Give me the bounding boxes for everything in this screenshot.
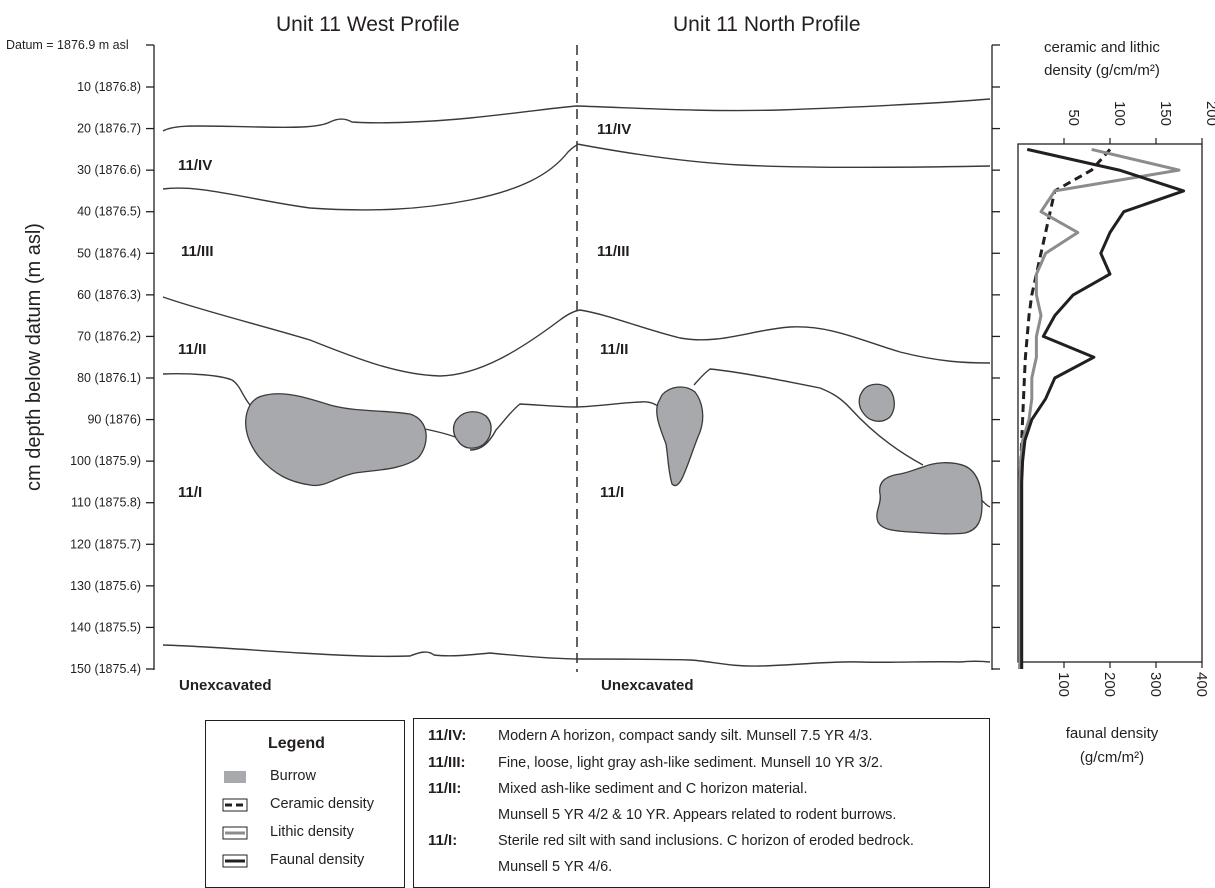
left-tick-label: 30 (1876.6): [77, 163, 141, 177]
bottom-axis-label-line2: (g/cm/m²): [1080, 749, 1144, 766]
ceramic-density-line: [1018, 148, 1112, 669]
north-unit-iv-label: 11/IV: [597, 121, 631, 138]
bottom-tick-label: 100: [1055, 672, 1072, 697]
desc-text-iv: Modern A horizon, compact sandy silt. Mu…: [498, 728, 873, 744]
left-depth-ticks: 10 (1876.8) 20 (1876.7) 30 (1876.6) 40 (187…: [70, 44, 154, 676]
lithic-density-line: [1018, 147, 1181, 669]
burrow-north-small: [858, 383, 895, 422]
left-tick-label: 10 (1876.8): [77, 80, 141, 94]
burrow-west-small: [452, 411, 492, 449]
desc-code-ii: 11/II:: [428, 780, 462, 797]
west-unit-iv-label: 11/IV: [178, 157, 212, 174]
top-axis-ticks: 50 100 150 200: [1063, 101, 1215, 144]
left-tick-label: 140 (1875.5): [70, 620, 141, 634]
desc-text-i-1: Sterile red silt with sand inclusions. C…: [498, 833, 914, 849]
burrow-north-large: [876, 462, 983, 535]
left-tick-label: 110 (1875.8): [71, 496, 141, 510]
north-unit-iii-label: 11/III: [597, 243, 630, 260]
horizon-iii-ii-boundary: [162, 296, 991, 377]
legend-title: Legend: [268, 735, 325, 752]
y-axis-label: cm depth below datum (m asl): [23, 223, 45, 491]
left-tick-label: 70 (1876.2): [77, 329, 141, 343]
bottom-axis-ticks: 100 200 300 400: [1055, 662, 1210, 697]
left-tick-label: 90 (1876): [87, 413, 141, 427]
north-unit-i-label: 11/I: [600, 484, 624, 501]
description-box: 11/IV: Modern A horizon, compact sandy s…: [413, 718, 990, 888]
left-tick-label: 100 (1875.9): [70, 454, 141, 468]
burrow-north-left: [656, 386, 704, 487]
burrow-swatch-icon: [224, 771, 246, 783]
left-tick-label: 50 (1876.4): [77, 246, 141, 260]
desc-code-iv: 11/IV:: [428, 727, 467, 744]
legend-faunal-label: Faunal density: [270, 852, 365, 868]
left-tick-label: 120 (1875.7): [70, 537, 141, 551]
left-tick-label: 130 (1875.6): [70, 579, 141, 593]
desc-code-i: 11/I:: [428, 832, 458, 849]
right-depth-ticks: [992, 44, 1000, 670]
burrow-west-large: [245, 393, 427, 487]
top-tick-label: 50: [1065, 109, 1082, 126]
bottom-axis-label-line1: faunal density: [1066, 725, 1159, 742]
bottom-tick-label: 400: [1193, 672, 1210, 697]
top-axis-label-line1: ceramic and lithic: [1044, 39, 1160, 56]
west-profile-title: Unit 11 West Profile: [276, 13, 460, 36]
west-unit-iii-label: 11/III: [181, 243, 214, 260]
top-tick-label: 100: [1111, 101, 1128, 126]
unexcavated-left-label: Unexcavated: [179, 677, 272, 694]
desc-text-ii-1: Mixed ash-like sediment and C horizon ma…: [498, 781, 808, 797]
left-tick-label: 60 (1876.3): [77, 288, 141, 302]
left-tick-label: 80 (1876.1): [77, 371, 141, 385]
density-series: [1018, 147, 1186, 669]
north-unit-ii-label: 11/II: [600, 341, 628, 358]
unexcavated-boundary: [162, 644, 991, 667]
density-chart-frame: [1017, 143, 1203, 663]
left-tick-label: 40 (1876.5): [77, 205, 141, 219]
left-tick-label: 20 (1876.7): [77, 122, 141, 136]
gray-line-icon: [222, 826, 248, 840]
dashed-line-icon: [222, 798, 248, 812]
datum-label: Datum = 1876.9 m asl: [6, 38, 129, 52]
desc-text-i-2: Munsell 5 YR 4/6.: [498, 859, 613, 875]
desc-code-iii: 11/III:: [428, 754, 466, 771]
bottom-tick-label: 300: [1147, 672, 1164, 697]
top-tick-label: 150: [1157, 101, 1174, 126]
unexcavated-right-label: Unexcavated: [601, 677, 694, 694]
west-unit-i-label: 11/I: [178, 484, 202, 501]
horizon-surface-line: [162, 98, 991, 132]
bottom-tick-label: 200: [1101, 672, 1118, 697]
black-line-icon: [222, 854, 248, 868]
legend-box: Legend Burrow Ceramic density Lithic den…: [205, 720, 405, 888]
horizon-ii-i-boundary-left: [162, 373, 251, 406]
desc-text-ii-2: Munsell 5 YR 4/2 & 10 YR. Appears relate…: [498, 807, 897, 823]
left-tick-label: 150 (1875.4): [70, 662, 141, 676]
west-unit-ii-label: 11/II: [178, 341, 206, 358]
desc-text-iii: Fine, loose, light gray ash-like sedimen…: [498, 755, 883, 771]
legend-lithic-label: Lithic density: [270, 824, 354, 840]
faunal-density-line: [1020, 147, 1186, 669]
horizon-iv-iii-boundary-north: [576, 143, 991, 169]
top-axis-label-line2: density (g/cm/m²): [1044, 62, 1160, 79]
horizon-iv-iii-boundary-west: [162, 144, 578, 211]
north-profile-title: Unit 11 North Profile: [673, 13, 861, 36]
top-tick-label: 200: [1203, 101, 1215, 126]
legend-burrow-label: Burrow: [270, 768, 316, 784]
legend-ceramic-label: Ceramic density: [270, 796, 374, 812]
